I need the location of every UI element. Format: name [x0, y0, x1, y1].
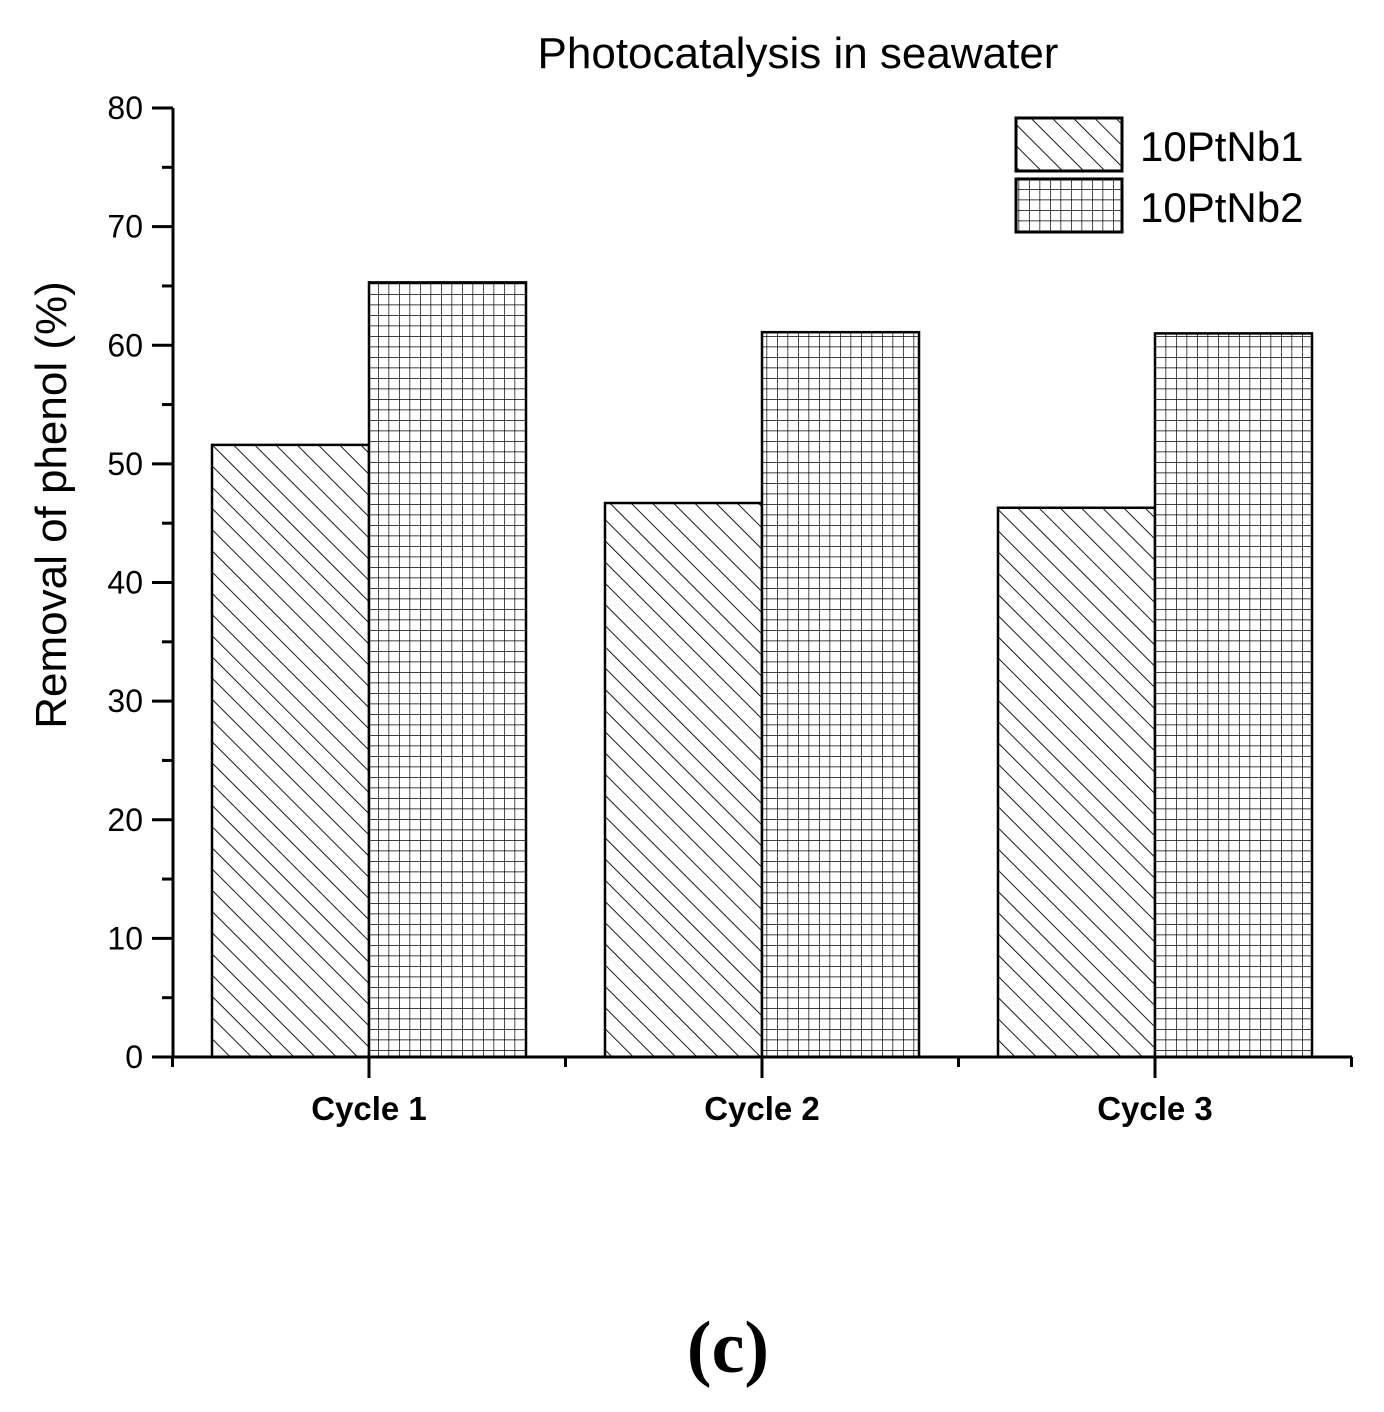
bar-10ptnb2-cycle-3	[1153, 332, 1314, 1059]
legend-label-10ptnb2: 10PtNb2	[1140, 184, 1303, 231]
bar-10ptnb2-cycle-1	[367, 281, 528, 1059]
y-tick-label: 10	[107, 920, 143, 956]
bar-10ptnb1-cycle-2	[603, 501, 764, 1059]
x-tick-label: Cycle 3	[1097, 1090, 1213, 1127]
panel-label: (c)	[687, 1307, 769, 1389]
bar-10ptnb2-cycle-2	[760, 330, 921, 1059]
y-tick-label: 70	[107, 209, 143, 245]
bar-10ptnb1-cycle-1	[210, 443, 371, 1059]
y-tick-label: 0	[125, 1039, 143, 1075]
axes: 0 10 20 30 40 50 60 70 80 Cycle 1 Cycle 2 Cycle 3	[107, 90, 1353, 1127]
y-tick-label: 50	[107, 446, 143, 482]
y-tick-label: 30	[107, 683, 143, 719]
y-tick-label: 60	[107, 327, 143, 363]
x-tick-label: Cycle 2	[704, 1090, 820, 1127]
y-tick-label: 40	[107, 565, 143, 601]
bar-10ptnb1-cycle-3	[996, 506, 1157, 1059]
y-tick-label: 80	[107, 90, 143, 126]
y-axis-label: Removal of phenol (%)	[27, 281, 76, 729]
legend-swatch-10ptnb1	[1014, 116, 1124, 173]
x-tick-label: Cycle 1	[311, 1090, 427, 1127]
bars	[210, 281, 1314, 1059]
legend: 10PtNb1 10PtNb2	[1014, 116, 1303, 234]
chart-title: Photocatalysis in seawater	[538, 29, 1059, 78]
y-tick-label: 20	[107, 802, 143, 838]
legend-swatch-10ptnb2	[1014, 177, 1124, 234]
legend-label-10ptnb1: 10PtNb1	[1140, 123, 1303, 170]
